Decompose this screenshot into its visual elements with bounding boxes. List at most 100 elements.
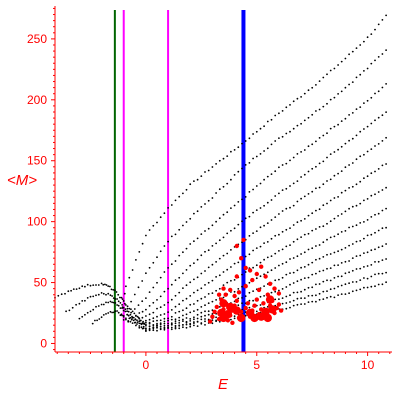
data-point bbox=[124, 310, 127, 313]
data-point bbox=[222, 296, 225, 299]
data-point bbox=[270, 237, 273, 240]
data-point bbox=[344, 142, 347, 145]
data-point bbox=[182, 251, 184, 254]
data-point bbox=[170, 204, 173, 206]
data-point bbox=[300, 303, 302, 305]
data-point bbox=[167, 327, 170, 329]
data-point bbox=[100, 316, 103, 319]
data-point bbox=[189, 303, 192, 306]
data-point bbox=[204, 318, 206, 320]
data-point bbox=[174, 324, 177, 327]
data-point bbox=[259, 304, 262, 306]
data-point bbox=[252, 266, 255, 269]
data-point bbox=[178, 310, 181, 313]
data-point bbox=[374, 231, 376, 234]
data-point bbox=[355, 204, 358, 207]
data-point bbox=[315, 272, 317, 275]
data-point bbox=[318, 298, 321, 301]
data-point bbox=[377, 90, 380, 93]
data-point bbox=[244, 217, 247, 220]
data-point bbox=[121, 314, 123, 317]
data-point bbox=[348, 114, 350, 116]
data-point bbox=[337, 148, 339, 151]
data-point bbox=[296, 269, 299, 272]
data-point bbox=[178, 303, 181, 306]
data-point bbox=[292, 299, 295, 302]
data-point bbox=[381, 227, 384, 230]
data-point bbox=[340, 170, 343, 173]
data-point bbox=[370, 122, 373, 125]
data-point bbox=[114, 289, 116, 292]
data-point bbox=[351, 257, 354, 259]
data-point bbox=[189, 295, 192, 297]
data-point bbox=[344, 189, 347, 192]
data-point bbox=[351, 81, 354, 83]
data-point bbox=[370, 249, 373, 252]
data-point bbox=[329, 199, 332, 202]
data-point bbox=[117, 293, 120, 296]
data-point bbox=[292, 224, 295, 226]
data-point bbox=[159, 323, 162, 326]
data-point bbox=[174, 305, 177, 308]
highlight-point bbox=[223, 310, 233, 319]
data-point bbox=[278, 166, 280, 169]
data-point bbox=[266, 201, 269, 204]
highlight-point bbox=[234, 274, 239, 279]
data-point bbox=[340, 275, 343, 278]
data-point bbox=[381, 259, 384, 261]
data-point bbox=[322, 269, 325, 272]
data-point bbox=[112, 297, 115, 299]
data-point bbox=[207, 302, 210, 305]
data-point bbox=[259, 127, 262, 130]
highlight-point bbox=[219, 299, 228, 308]
data-point bbox=[112, 301, 115, 304]
data-point bbox=[385, 207, 387, 210]
data-point bbox=[366, 251, 369, 254]
data-point bbox=[326, 102, 328, 105]
data-point bbox=[140, 323, 143, 326]
data-point bbox=[126, 307, 129, 310]
data-point bbox=[344, 57, 347, 60]
data-point bbox=[97, 305, 100, 307]
data-point bbox=[218, 320, 221, 323]
data-point bbox=[333, 125, 336, 128]
data-point bbox=[374, 59, 376, 62]
data-point bbox=[281, 110, 284, 112]
data-point bbox=[152, 261, 155, 264]
data-point bbox=[145, 328, 147, 330]
data-point bbox=[329, 178, 332, 181]
data-point bbox=[105, 293, 107, 296]
data-point bbox=[274, 267, 277, 269]
data-point bbox=[241, 297, 243, 299]
data-point bbox=[163, 324, 166, 327]
data-point bbox=[366, 125, 369, 128]
data-point bbox=[300, 151, 302, 153]
data-point bbox=[241, 273, 243, 276]
data-point bbox=[285, 245, 288, 248]
data-point bbox=[207, 281, 210, 284]
data-point bbox=[296, 280, 299, 283]
data-point bbox=[109, 285, 111, 288]
data-point bbox=[285, 228, 288, 231]
data-point bbox=[233, 262, 236, 265]
data-point bbox=[112, 311, 115, 314]
data-point bbox=[137, 304, 140, 306]
data-point bbox=[222, 271, 225, 273]
data-point bbox=[307, 193, 310, 195]
data-point bbox=[156, 329, 158, 332]
data-point bbox=[159, 327, 162, 330]
data-point bbox=[109, 310, 112, 313]
data-point bbox=[129, 320, 132, 323]
highlight-point bbox=[232, 306, 241, 315]
data-point bbox=[222, 185, 225, 188]
data-point bbox=[348, 271, 350, 274]
data-point bbox=[107, 292, 110, 295]
data-point bbox=[145, 308, 147, 311]
data-point bbox=[337, 233, 339, 236]
data-point bbox=[278, 112, 280, 115]
data-point bbox=[281, 164, 284, 166]
data-point bbox=[189, 217, 192, 220]
data-point bbox=[163, 304, 166, 306]
data-point bbox=[363, 70, 365, 72]
data-point bbox=[366, 175, 369, 178]
